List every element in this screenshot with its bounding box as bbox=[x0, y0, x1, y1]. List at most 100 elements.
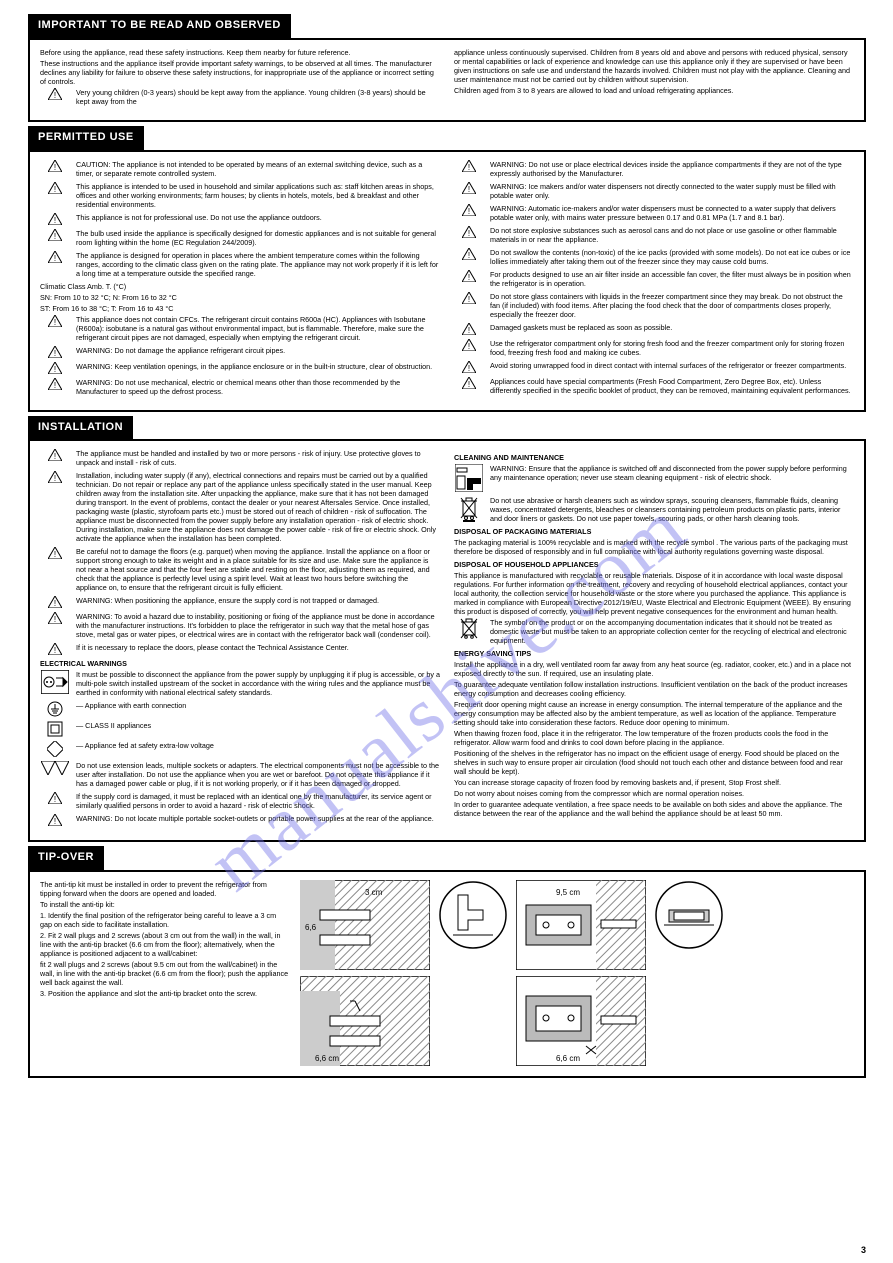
warning-triangle-icon: ! bbox=[454, 292, 484, 304]
para: To install the anti-tip kit: bbox=[40, 900, 290, 909]
para: This appliance does not contain CFCs. Th… bbox=[76, 315, 440, 342]
svg-text:!: ! bbox=[54, 185, 56, 194]
svg-text:!: ! bbox=[468, 229, 470, 238]
para: ST: From 16 to 38 °C; T: From 16 to 43 °… bbox=[40, 304, 440, 313]
para: Appliances could have special compartmen… bbox=[490, 377, 854, 395]
svg-text:!: ! bbox=[468, 342, 470, 351]
warning-triangle-icon: ! bbox=[40, 315, 70, 327]
svg-text:!: ! bbox=[468, 185, 470, 194]
para: Use the refrigerator compartment only fo… bbox=[490, 339, 854, 357]
para: WARNING: Do not damage the appliance ref… bbox=[76, 346, 440, 355]
svg-text:!: ! bbox=[54, 795, 56, 804]
warning-triangle-icon: ! bbox=[40, 612, 70, 624]
svg-text:!: ! bbox=[54, 232, 56, 241]
para: Do not use extension leads, multiple soc… bbox=[76, 761, 440, 788]
warning-triangle-icon: ! bbox=[40, 213, 70, 225]
para: 3. Position the appliance and slot the a… bbox=[40, 989, 290, 998]
para: Positioning of the shelves in the refrig… bbox=[454, 749, 854, 776]
para: Do not use abrasive or harsh cleaners su… bbox=[490, 496, 854, 523]
warning-triangle-icon: ! bbox=[40, 596, 70, 608]
header-permitted: PERMITTED USE bbox=[28, 126, 144, 150]
svg-text:!: ! bbox=[468, 295, 470, 304]
para: The anti-tip kit must be installed in or… bbox=[40, 880, 290, 898]
svg-text:!: ! bbox=[54, 646, 56, 655]
header-installation: INSTALLATION bbox=[28, 416, 133, 440]
svg-text:!: ! bbox=[54, 349, 56, 358]
para: This appliance is intended to be used in… bbox=[76, 182, 440, 209]
header-important: IMPORTANT TO BE READ AND OBSERVED bbox=[28, 14, 291, 38]
col-important-left: Before using the appliance, read these s… bbox=[40, 48, 440, 110]
svg-text:!: ! bbox=[468, 251, 470, 260]
svg-text:!: ! bbox=[54, 474, 56, 483]
section-permitted: PERMITTED USE ! CAUTION: The appliance is… bbox=[28, 126, 866, 412]
para: WARNING: Ice makers and/or water dispens… bbox=[490, 182, 854, 200]
para: In order to guarantee adequate ventilati… bbox=[454, 800, 854, 818]
section-important: IMPORTANT TO BE READ AND OBSERVED Before… bbox=[28, 14, 866, 122]
warning-triangle-icon: ! bbox=[40, 547, 70, 559]
col-tipover-text: The anti-tip kit must be installed in or… bbox=[40, 880, 290, 1066]
para: 1. Identify the final position of the re… bbox=[40, 911, 290, 929]
box-installation: !The appliance must be handled and insta… bbox=[28, 439, 866, 842]
subhead-disposal-appl: DISPOSAL OF HOUSEHOLD APPLIANCES bbox=[454, 560, 854, 569]
para: The appliance is designed for operation … bbox=[76, 251, 440, 278]
para: The bulb used inside the appliance is sp… bbox=[76, 229, 440, 247]
para: Install the appliance in a dry, well ven… bbox=[454, 660, 854, 678]
svg-text:!: ! bbox=[468, 207, 470, 216]
section-tipover: TIP-OVER The anti-tip kit must be instal… bbox=[28, 846, 866, 1078]
para: Do not store glass containers with liqui… bbox=[490, 292, 854, 319]
svg-text:!: ! bbox=[54, 318, 56, 327]
svg-text:!: ! bbox=[54, 550, 56, 559]
svg-text:!: ! bbox=[54, 599, 56, 608]
para: WARNING: Automatic ice-makers and/or wat… bbox=[490, 204, 854, 222]
warning-triangle-icon: ! bbox=[40, 88, 70, 100]
para: When thawing frozen food, place it in th… bbox=[454, 729, 854, 747]
warning-triangle-icon: ! bbox=[454, 204, 484, 216]
svg-text:!: ! bbox=[468, 380, 470, 389]
para: WARNING: Ensure that the appliance is sw… bbox=[490, 464, 854, 482]
box-permitted: ! CAUTION: The appliance is not intended … bbox=[28, 150, 866, 412]
col-install-left: !The appliance must be handled and insta… bbox=[40, 449, 440, 830]
warning-triangle-icon: ! bbox=[40, 362, 70, 374]
weee-bin-icon bbox=[454, 618, 484, 640]
para: These instructions and the appliance its… bbox=[40, 59, 440, 86]
diagram-bracket-bottom-2: 6,6 cm bbox=[516, 976, 646, 1066]
para: — Appliance fed at safety extra-low volt… bbox=[76, 741, 440, 750]
para: Very young children (0-3 years) should b… bbox=[76, 88, 440, 106]
subhead-electrical: ELECTRICAL WARNINGS bbox=[40, 659, 440, 668]
warning-triangle-icon: ! bbox=[454, 160, 484, 172]
warning-triangle-icon: ! bbox=[40, 814, 70, 826]
para: Installation, including water supply (if… bbox=[76, 471, 440, 543]
para: WARNING: Do not locate multiple portable… bbox=[76, 814, 440, 823]
warning-triangle-icon: ! bbox=[454, 226, 484, 238]
plug-socket-icon bbox=[40, 670, 70, 694]
warning-triangle-icon: ! bbox=[40, 449, 70, 461]
warning-triangle-icon: ! bbox=[40, 229, 70, 241]
page-container: IMPORTANT TO BE READ AND OBSERVED Before… bbox=[28, 14, 866, 1254]
svg-text:9,5 cm: 9,5 cm bbox=[556, 888, 580, 897]
weee-bin-icon bbox=[454, 496, 484, 522]
para: Be careful not to damage the floors (e.g… bbox=[76, 547, 440, 592]
warning-triangle-icon: ! bbox=[40, 251, 70, 263]
header-tipover: TIP-OVER bbox=[28, 846, 104, 870]
svg-text:!: ! bbox=[468, 163, 470, 172]
svg-text:!: ! bbox=[54, 452, 56, 461]
class3-icon bbox=[40, 741, 70, 757]
svg-text:6,6 cm: 6,6 cm bbox=[315, 1054, 339, 1063]
svg-text:3 cm: 3 cm bbox=[365, 888, 383, 897]
warning-triangle-icon: ! bbox=[454, 270, 484, 282]
class2-icon bbox=[40, 721, 70, 737]
para: If it is necessary to replace the doors,… bbox=[76, 643, 440, 652]
col-install-right: CLEANING AND MAINTENANCE WARNING: Ensure… bbox=[454, 449, 854, 830]
warning-triangle-icon: ! bbox=[454, 248, 484, 260]
diagram-bracket-top-1: 3 cm 6,6 bbox=[300, 880, 430, 970]
para: Do not swallow the contents (non-toxic) … bbox=[490, 248, 854, 266]
para: CAUTION: The appliance is not intended t… bbox=[76, 160, 440, 178]
warning-triangle-icon: ! bbox=[454, 323, 484, 335]
subhead-cleaning: CLEANING AND MAINTENANCE bbox=[454, 453, 854, 462]
para: This appliance is manufactured with recy… bbox=[454, 571, 854, 616]
svg-text:!: ! bbox=[54, 163, 56, 172]
para: Before using the appliance, read these s… bbox=[40, 48, 440, 57]
para: — CLASS II appliances bbox=[76, 721, 440, 730]
para: — Appliance with earth connection bbox=[76, 701, 440, 710]
col-important-right: appliance unless continuously supervised… bbox=[454, 48, 854, 110]
